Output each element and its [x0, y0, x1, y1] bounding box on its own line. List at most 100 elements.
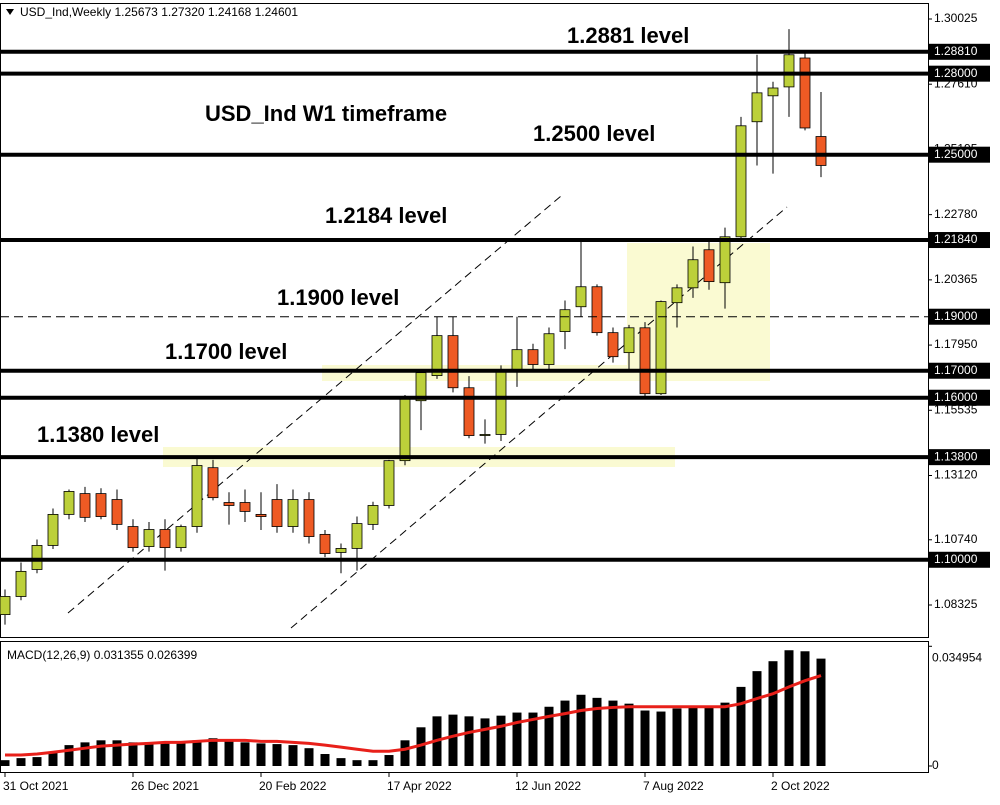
- x-tick-label: 12 Jun 2022: [515, 779, 581, 793]
- candle-body: [575, 286, 587, 308]
- macd-bar: [480, 718, 490, 766]
- signal-line: [5, 674, 822, 757]
- candle-body: [431, 335, 443, 376]
- candle-body: [527, 349, 539, 365]
- macd-bar: [624, 703, 634, 766]
- candle-body: [735, 125, 747, 238]
- y-tick-label: 0: [932, 758, 939, 772]
- macd-bar: [48, 752, 58, 766]
- zone: [322, 365, 770, 381]
- level-tag: [928, 232, 990, 249]
- candle-body: [0, 596, 11, 615]
- macd-bar: [16, 758, 26, 766]
- candle-body: [783, 54, 795, 88]
- candle-body: [383, 460, 395, 506]
- macd-bar: [368, 760, 378, 766]
- menu-arrow[interactable]: [6, 9, 14, 15]
- annotation: 1.1380 level: [37, 422, 159, 447]
- candle-body: [175, 526, 187, 549]
- level-label: 1.16000: [934, 390, 978, 404]
- macd-bar: [224, 740, 234, 766]
- macd-bar: [592, 697, 602, 766]
- annotation: 1.2184 level: [325, 203, 447, 228]
- zone: [627, 243, 770, 367]
- macd-bar: [336, 758, 346, 766]
- level-tag: [928, 146, 990, 163]
- chart-title: USD_Ind,Weekly 1.25673 1.27320 1.24168 1…: [20, 5, 298, 19]
- candle-body: [767, 87, 779, 97]
- y-tick-label: 1.13120: [934, 468, 978, 482]
- level-tag: [928, 65, 990, 82]
- level-label: 1.28810: [934, 44, 978, 58]
- macd-bar: [816, 658, 826, 766]
- candle-body: [303, 499, 315, 537]
- macd-bar: [352, 760, 362, 766]
- macd-bar: [144, 742, 154, 766]
- y-tick-label: 1.20365: [934, 272, 978, 286]
- macd-bar: [704, 705, 714, 766]
- candle-body: [495, 369, 507, 435]
- candle-body: [223, 502, 235, 506]
- macd-bar: [576, 694, 586, 766]
- candle-body: [639, 327, 651, 395]
- annotation: 1.2881 level: [567, 23, 689, 48]
- candle-body: [623, 327, 635, 354]
- macd-bar: [544, 706, 554, 766]
- macd-bar: [448, 714, 458, 766]
- y-tick-label: 1.08325: [934, 597, 978, 611]
- macd-bar: [672, 708, 682, 766]
- level-tag: [928, 308, 990, 325]
- macd-bar: [384, 755, 394, 766]
- y-tick-label: 1.17950: [934, 337, 978, 351]
- candle-body: [63, 491, 75, 515]
- candle-body: [143, 529, 155, 547]
- macd-bar: [272, 744, 282, 766]
- x-tick-label: 26 Dec 2021: [131, 779, 199, 793]
- annotation: 1.2500 level: [533, 121, 655, 146]
- macd-bar: [208, 738, 218, 766]
- candle-body: [335, 548, 347, 553]
- macd-bar: [32, 757, 42, 766]
- candle-body: [559, 309, 571, 332]
- macd-bar: [784, 650, 794, 766]
- candle-body: [543, 333, 555, 365]
- macd-bar: [96, 740, 106, 766]
- macd-bar: [176, 743, 186, 766]
- level-tag: [928, 43, 990, 60]
- macd-bar: [688, 705, 698, 766]
- candle-body: [655, 301, 667, 395]
- y-tick-label: 1.10740: [934, 532, 978, 546]
- candle-body: [207, 467, 219, 499]
- macd-bar: [240, 742, 250, 766]
- macd-bar: [192, 740, 202, 766]
- candle-body: [463, 387, 475, 436]
- candle-body: [15, 570, 27, 597]
- candle-body: [367, 505, 379, 525]
- candle-body: [319, 533, 331, 554]
- macd-bar: [608, 700, 618, 766]
- macd-bar: [80, 742, 90, 766]
- candle-body: [687, 259, 699, 289]
- annotation: 1.1900 level: [277, 285, 399, 310]
- candle-body: [399, 396, 411, 462]
- macd-bar: [768, 661, 778, 766]
- candle-body: [703, 249, 715, 283]
- level-label: 1.25000: [934, 147, 978, 161]
- x-tick-label: 17 Apr 2022: [387, 779, 452, 793]
- level-label: 1.17000: [934, 363, 978, 377]
- macd-bar: [752, 671, 762, 766]
- x-tick-label: 20 Feb 2022: [259, 779, 327, 793]
- candle-body: [79, 493, 91, 518]
- macd-bar: [496, 715, 506, 766]
- candle-body: [447, 335, 459, 389]
- macd-bar: [736, 686, 746, 766]
- macd-bar: [112, 740, 122, 766]
- x-tick-label: 31 Oct 2021: [3, 779, 69, 793]
- y-tick-label: 1.22780: [934, 207, 978, 221]
- macd-bar: [656, 711, 666, 766]
- y-tick-label: 0.034954: [932, 650, 982, 664]
- x-tick-label: 7 Aug 2022: [643, 779, 704, 793]
- candle-body: [31, 545, 43, 570]
- level-label: 1.13800: [934, 449, 978, 463]
